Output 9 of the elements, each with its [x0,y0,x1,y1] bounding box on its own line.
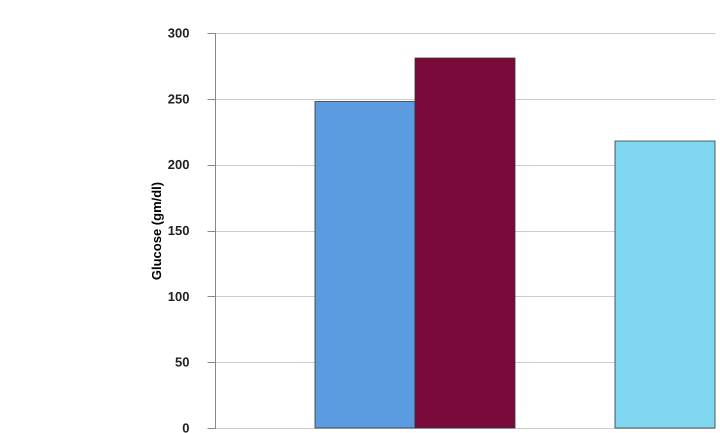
bar [614,140,716,428]
y-tick-label: 250 [168,91,190,106]
y-tick-label: 300 [168,26,190,40]
y-tick-label: 0 [182,420,190,433]
y-tick-label: 200 [168,157,190,172]
y-tick-label: 100 [168,288,190,304]
y-tick-label: 150 [168,223,190,238]
y-tick-label: 50 [175,354,190,370]
y-axis-title: Glucose (gm/dl) [148,182,164,280]
